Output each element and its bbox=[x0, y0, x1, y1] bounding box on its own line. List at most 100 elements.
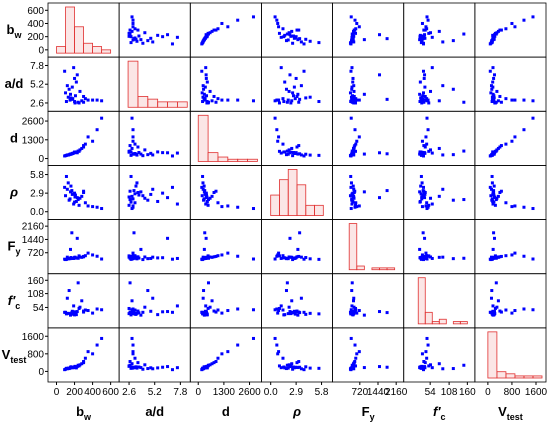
point bbox=[421, 189, 425, 193]
point bbox=[491, 92, 495, 96]
point bbox=[200, 185, 204, 189]
point bbox=[216, 356, 220, 360]
point bbox=[277, 309, 281, 313]
point bbox=[143, 31, 147, 35]
point bbox=[350, 32, 354, 36]
panel bbox=[47, 327, 120, 383]
point bbox=[418, 199, 422, 203]
point bbox=[285, 32, 289, 36]
point bbox=[421, 193, 425, 197]
point bbox=[130, 146, 134, 150]
hist-bar bbox=[177, 101, 188, 108]
point bbox=[78, 196, 82, 200]
point bbox=[273, 336, 277, 340]
point bbox=[362, 38, 366, 42]
point bbox=[297, 254, 301, 258]
point bbox=[161, 151, 165, 155]
point bbox=[488, 185, 492, 189]
point bbox=[287, 31, 291, 35]
point bbox=[149, 366, 153, 370]
point bbox=[504, 97, 508, 101]
point bbox=[127, 364, 131, 368]
point bbox=[354, 31, 358, 35]
hist-bar bbox=[65, 6, 75, 54]
point bbox=[491, 190, 495, 194]
point bbox=[137, 311, 141, 315]
hist-bar bbox=[532, 375, 543, 379]
point bbox=[493, 34, 497, 38]
point bbox=[236, 254, 240, 258]
point bbox=[129, 35, 133, 39]
panel bbox=[189, 273, 262, 329]
x-tick-label: 160 bbox=[459, 387, 476, 398]
point bbox=[141, 258, 145, 262]
label-main: F bbox=[8, 239, 16, 254]
label-main: F bbox=[362, 404, 370, 419]
point bbox=[133, 201, 137, 205]
y-tick-label: 720 bbox=[27, 248, 44, 259]
point bbox=[424, 25, 428, 29]
point bbox=[161, 256, 165, 260]
point bbox=[95, 343, 99, 347]
point bbox=[212, 361, 216, 365]
point bbox=[492, 76, 496, 80]
point bbox=[297, 28, 301, 32]
point bbox=[437, 362, 441, 366]
hist-bar bbox=[487, 331, 498, 379]
point bbox=[137, 365, 141, 369]
point bbox=[493, 150, 497, 154]
point bbox=[275, 254, 279, 258]
y-axis-label: f′c bbox=[8, 293, 20, 311]
point bbox=[128, 144, 132, 148]
point bbox=[357, 309, 361, 313]
point bbox=[429, 31, 433, 35]
point bbox=[204, 236, 208, 240]
label-sub: test bbox=[507, 412, 523, 422]
point bbox=[492, 236, 496, 240]
point bbox=[139, 313, 143, 317]
point bbox=[299, 84, 303, 88]
y-tick-label: 5.8 bbox=[30, 170, 44, 181]
point bbox=[422, 368, 425, 372]
point bbox=[80, 194, 84, 198]
y-axis-label: d bbox=[10, 130, 18, 145]
point bbox=[226, 204, 230, 208]
point bbox=[353, 343, 357, 347]
point bbox=[437, 255, 441, 259]
point bbox=[422, 154, 425, 158]
point bbox=[422, 257, 425, 261]
point bbox=[205, 101, 209, 105]
point bbox=[66, 366, 70, 370]
point bbox=[378, 310, 382, 314]
point bbox=[72, 202, 76, 206]
point bbox=[73, 195, 77, 199]
point bbox=[488, 154, 492, 158]
point bbox=[462, 198, 466, 202]
point bbox=[251, 15, 255, 19]
point bbox=[418, 152, 422, 156]
point bbox=[201, 187, 205, 191]
point bbox=[214, 360, 218, 364]
point bbox=[132, 231, 136, 235]
point bbox=[288, 236, 292, 240]
y-tick-label: 2160 bbox=[22, 222, 45, 233]
point bbox=[128, 28, 132, 32]
point bbox=[496, 299, 500, 303]
point bbox=[130, 336, 134, 340]
panel bbox=[47, 273, 120, 329]
point bbox=[286, 38, 290, 42]
x-tick-label: 54 bbox=[425, 387, 437, 398]
point bbox=[70, 192, 74, 196]
point bbox=[201, 100, 205, 104]
point bbox=[129, 174, 133, 178]
y-axis-label: Vtest bbox=[2, 347, 27, 365]
point bbox=[236, 205, 240, 209]
point bbox=[131, 254, 135, 258]
x-axis-label: Fy bbox=[362, 404, 375, 422]
point bbox=[151, 40, 155, 44]
point bbox=[349, 174, 353, 178]
point bbox=[288, 33, 292, 37]
point bbox=[64, 91, 68, 95]
point bbox=[276, 21, 280, 25]
point bbox=[206, 306, 210, 310]
